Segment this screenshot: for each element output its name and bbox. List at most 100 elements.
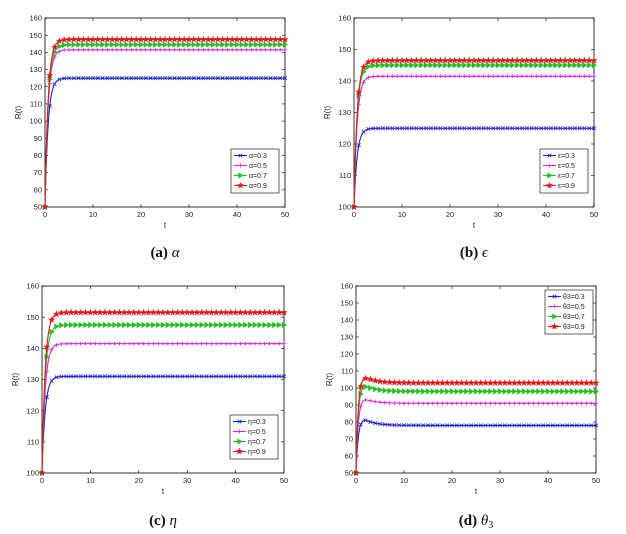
caption-symbol: η <box>169 513 176 529</box>
series-marker <box>579 401 584 406</box>
series-marker <box>258 76 264 81</box>
series-marker <box>457 74 462 79</box>
series-marker <box>95 41 101 48</box>
series-marker <box>201 47 206 52</box>
series-marker <box>57 49 62 54</box>
series-marker <box>545 423 551 428</box>
series-marker <box>560 388 566 395</box>
series-marker <box>138 76 144 81</box>
series-marker <box>488 423 493 428</box>
series-marker <box>380 62 386 69</box>
series-marker <box>497 388 504 395</box>
series-3 <box>39 321 288 477</box>
legend-swatch-marker <box>238 163 243 168</box>
x-tick-label: 30 <box>496 476 504 485</box>
series-marker <box>239 47 244 52</box>
series-marker <box>170 341 175 346</box>
x-tick-label: 30 <box>494 210 502 219</box>
series-marker <box>131 341 136 346</box>
series-marker <box>366 126 371 132</box>
chart-panel-2: 0 10 20 30 40 50 100 110 120 130 140 150 160 t R(t) ε=0… <box>323 14 598 261</box>
y-axis-label: R(t) <box>323 106 332 120</box>
series-marker <box>378 400 382 405</box>
series-marker <box>230 47 235 52</box>
series-marker <box>527 56 536 64</box>
series-marker <box>281 374 287 379</box>
series-marker <box>122 341 127 346</box>
x-tick-label: 50 <box>281 210 289 219</box>
series-marker <box>401 423 407 428</box>
series-marker <box>194 341 199 346</box>
series-marker <box>86 47 91 52</box>
series-marker <box>447 126 453 131</box>
caption-letter: (b) <box>460 245 482 261</box>
series-marker <box>438 62 444 69</box>
series-marker <box>572 74 577 79</box>
series-marker <box>584 401 589 406</box>
series-4 <box>41 35 289 211</box>
series-marker <box>544 74 548 79</box>
series-marker <box>546 401 550 406</box>
y-tick-label: 140 <box>340 316 353 325</box>
series-marker <box>122 374 127 379</box>
series-marker <box>201 76 206 81</box>
series-marker <box>579 388 585 395</box>
legend-swatch-marker <box>237 429 242 434</box>
series-marker <box>243 321 249 329</box>
series-marker <box>210 76 216 81</box>
series-marker <box>376 74 380 79</box>
series-marker <box>64 374 69 379</box>
series-marker <box>105 76 110 81</box>
series-marker <box>143 76 148 81</box>
series-marker <box>529 74 534 79</box>
panel-caption: (c) η <box>149 513 177 529</box>
series-marker <box>373 421 378 426</box>
series-marker <box>541 423 546 428</box>
series-marker <box>574 423 579 428</box>
series-marker <box>462 74 467 79</box>
series-marker <box>196 47 201 52</box>
series-marker <box>363 397 368 402</box>
series-marker <box>65 35 73 43</box>
series-marker <box>83 321 89 329</box>
series-marker <box>209 374 214 379</box>
y-tick-label: 120 <box>26 406 39 415</box>
series-marker <box>263 47 268 52</box>
series-marker <box>96 308 104 316</box>
x-tick-label: 40 <box>544 476 552 485</box>
series-marker <box>436 56 445 64</box>
y-tick-label: 130 <box>29 65 42 74</box>
series-marker <box>97 374 103 379</box>
series-marker <box>106 308 114 316</box>
series-marker <box>76 47 81 52</box>
series-marker <box>110 47 115 52</box>
series-marker <box>406 423 411 428</box>
series-marker <box>49 378 54 383</box>
series-marker <box>252 341 257 346</box>
series-marker <box>449 423 455 428</box>
series-marker <box>120 308 128 316</box>
series-marker <box>95 76 100 81</box>
series-marker <box>71 41 77 48</box>
series-marker <box>424 74 428 79</box>
series-marker <box>524 74 529 79</box>
y-tick-label: 160 <box>29 14 42 23</box>
series-marker <box>228 341 233 346</box>
series-marker <box>254 47 259 52</box>
series-marker <box>438 126 443 131</box>
series-marker <box>371 376 379 384</box>
series-marker <box>550 423 555 428</box>
series-marker <box>517 401 522 406</box>
series-marker <box>151 374 156 379</box>
series-marker <box>481 74 486 79</box>
series-marker <box>194 321 201 329</box>
series-marker <box>579 423 584 428</box>
series-marker <box>433 74 438 79</box>
panel-caption: (a) α <box>150 245 180 261</box>
series-marker <box>484 56 493 64</box>
series-marker <box>361 80 366 85</box>
series-marker <box>548 74 553 79</box>
y-tick-label: 110 <box>27 437 39 446</box>
series-marker <box>146 374 151 379</box>
